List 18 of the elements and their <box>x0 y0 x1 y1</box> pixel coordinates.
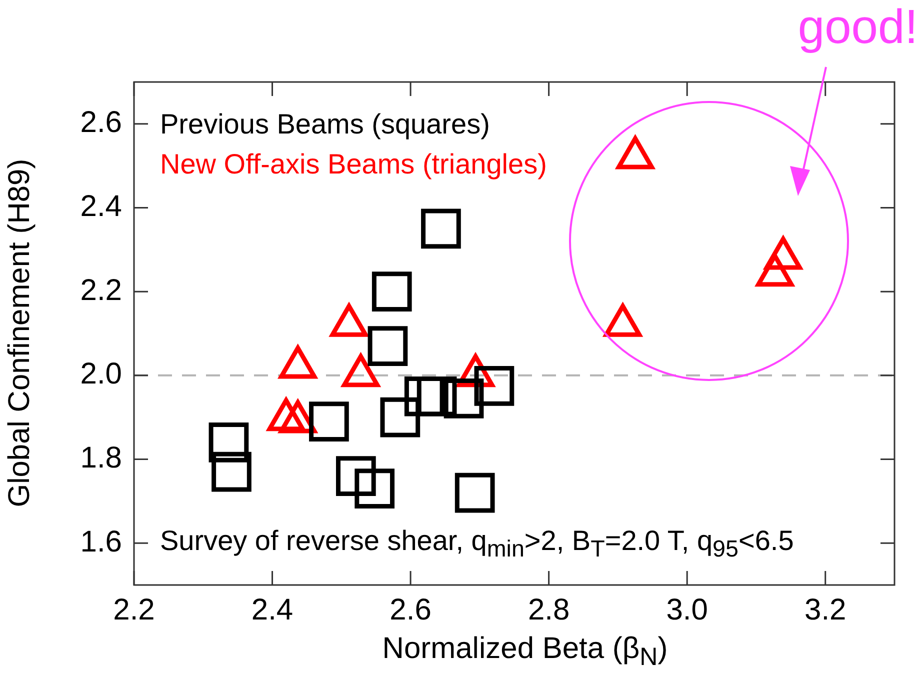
annotation: Survey of reverse shear, q$_{min}$>2, B$_{T}$=2.0 T, q$_{95}$<6.5 <box>160 525 794 563</box>
text: good! <box>798 0 918 55</box>
y-tick-label: 2.6 <box>80 106 122 140</box>
y-axis-title: Global Confinement (H89) <box>2 158 37 510</box>
text: Previous Beams (squares) <box>160 108 490 140</box>
text: New Off-axis Beams (triangles) <box>160 148 547 180</box>
x-tick-label: 2.8 <box>528 593 570 626</box>
x-tick-label: 2.4 <box>251 593 294 626</box>
y-tick-label: 1.8 <box>80 442 122 475</box>
y-tick-label: 2.2 <box>80 274 122 307</box>
y-tick-label: 2.4 <box>80 190 122 224</box>
x-axis-title: Normalized Beta (β$_{N}$) <box>381 632 669 672</box>
x-tick-label: 2.6 <box>390 593 432 626</box>
y-tick-label: 1.6 <box>80 525 122 558</box>
x-tick-label: 3.2 <box>804 593 846 626</box>
x-tick-label: 2.2 <box>113 593 155 626</box>
x-tick-label: 3.0 <box>666 593 708 626</box>
y-tick-label: 2.0 <box>80 358 122 391</box>
